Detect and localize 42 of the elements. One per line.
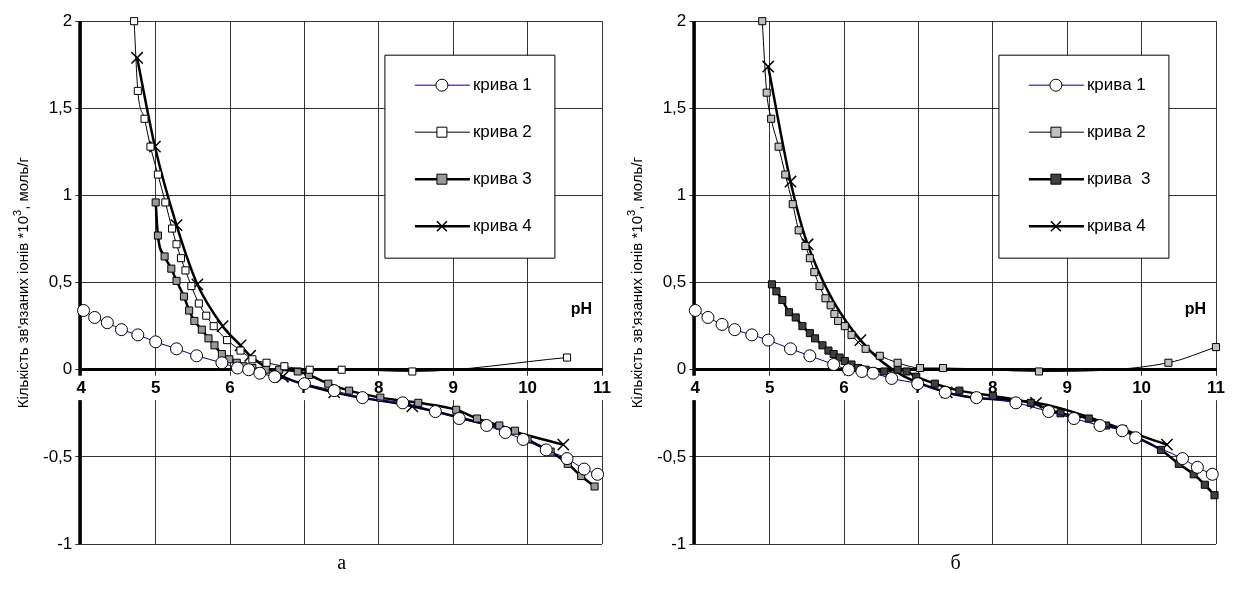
x-tick-label: 5 [764,377,775,397]
x-tick-label: 10 [1132,377,1152,397]
x-tick-label: 11 [593,377,611,397]
x-tick-label: 6 [225,377,235,397]
legend-label: крива 3 [1086,168,1151,188]
text: а [337,551,347,574]
y-tick-label: 1 [676,185,687,205]
y-tick-label: 1 [62,185,73,205]
x-tick-label: 4 [690,377,701,397]
x-tick-label: 9 [448,377,458,397]
y-axis-title: Кількість зв'язаних іонів *103, моль/г [625,156,646,409]
legend-label: крива 1 [1086,74,1146,94]
x-tick-label: 10 [518,377,538,397]
y-tick-label: 1,5 [48,98,73,118]
legend-label: крива 3 [472,168,532,188]
legend-label: крива 4 [472,215,532,235]
text: б [950,551,961,574]
y-tick-label: -0,5 [43,446,73,466]
y-tick-label: 1,5 [662,98,687,118]
x-tick-label: 4 [76,377,87,397]
legend-label: крива 4 [1086,215,1146,235]
x-axis-title: pH [1184,300,1206,318]
x-tick-label: 8 [988,377,998,397]
x-tick-label: 5 [150,377,161,397]
y-tick-label: 2 [676,10,687,30]
y-tick-label: -1 [57,533,73,553]
y-tick-label: 0,5 [662,272,687,292]
x-axis-title: pH [570,300,592,318]
x-tick-label: 9 [1062,377,1072,397]
x-tick-label: 11 [1207,377,1225,397]
y-tick-label: 0 [676,359,687,379]
y-tick-label: -1 [671,533,687,553]
y-axis-title: Кількість зв'язаних іонів *103, моль/г [11,156,32,409]
x-tick-label: 6 [839,377,849,397]
y-tick-label: 0 [62,359,73,379]
legend-label: крива 2 [472,121,532,141]
y-tick-label: 2 [62,10,73,30]
legend-label: крива 2 [1086,121,1146,141]
legend-label: крива 1 [472,74,532,94]
y-tick-label: 0,5 [48,272,73,292]
y-tick-label: -0,5 [657,446,687,466]
x-tick-label: 8 [374,377,384,397]
